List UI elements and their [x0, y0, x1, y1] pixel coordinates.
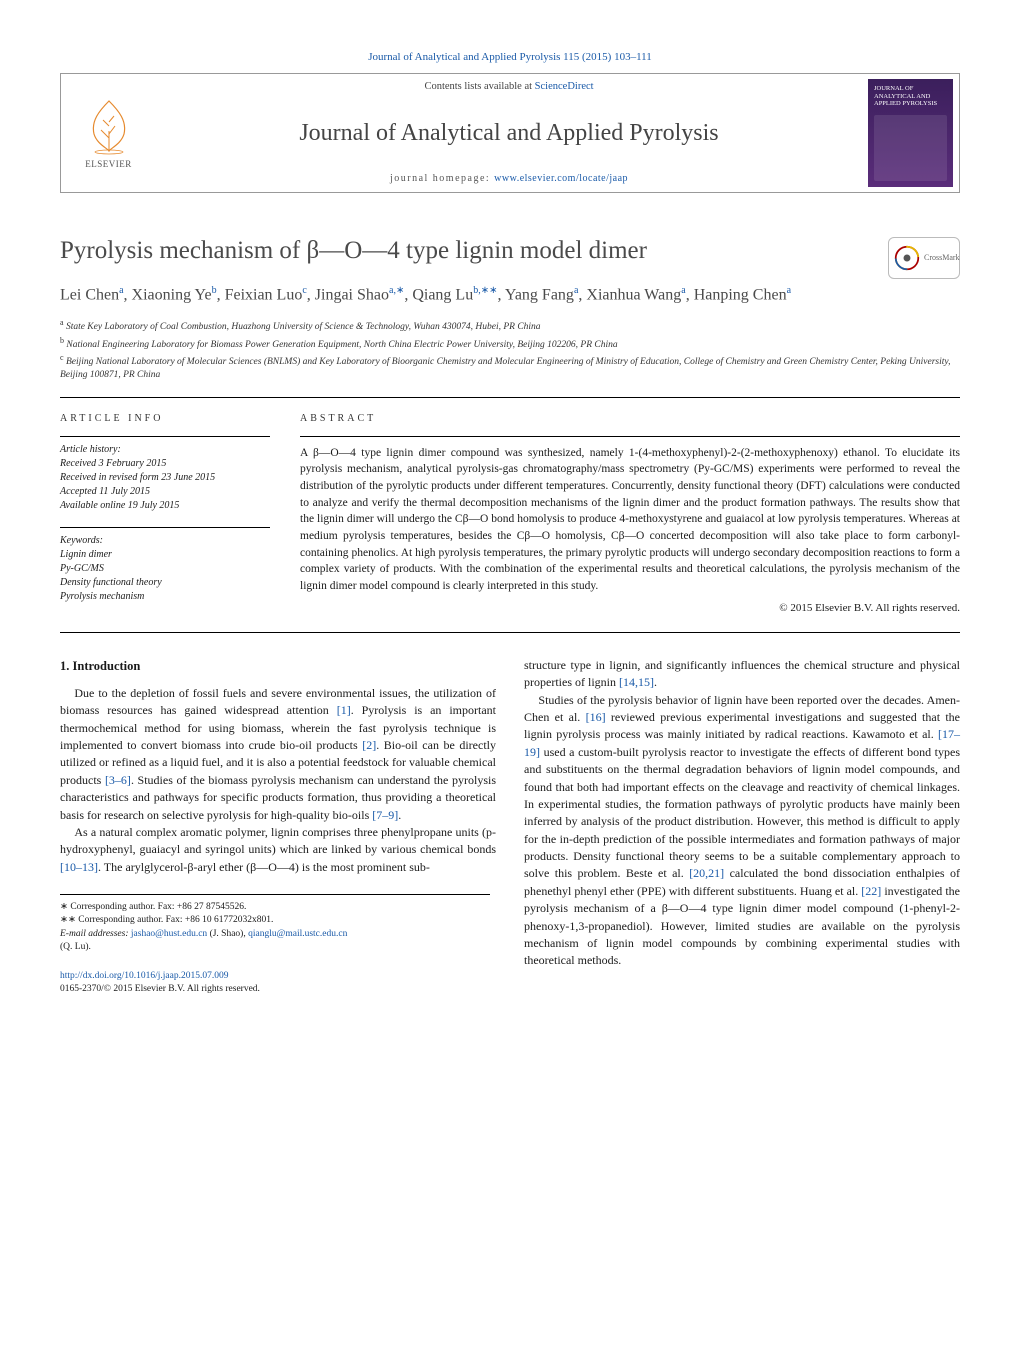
- email-who-1: (J. Shao),: [207, 929, 248, 939]
- paragraph-3: structure type in lignin, and significan…: [524, 657, 960, 692]
- paragraph-4: Studies of the pyrolysis behavior of lig…: [524, 692, 960, 970]
- affiliations: a State Key Laboratory of Coal Combustio…: [60, 317, 960, 383]
- contents-prefix: Contents lists available at: [424, 81, 534, 92]
- article-info-column: ARTICLE INFO Article history: Received 3…: [60, 412, 270, 618]
- email-link-1[interactable]: jashao@hust.edu.cn: [131, 929, 207, 939]
- history-label: Article history:: [60, 443, 270, 457]
- page-container: Journal of Analytical and Applied Pyroly…: [0, 0, 1020, 1035]
- elsevier-logo: ELSEVIER: [61, 74, 156, 192]
- info-rule: [60, 436, 270, 437]
- elsevier-name: ELSEVIER: [85, 158, 132, 171]
- doi-link[interactable]: http://dx.doi.org/10.1016/j.jaap.2015.07…: [60, 971, 228, 981]
- homepage-link[interactable]: www.elsevier.com/locate/jaap: [494, 173, 628, 184]
- top-citation: Journal of Analytical and Applied Pyroly…: [60, 50, 960, 65]
- homepage-prefix: journal homepage:: [390, 173, 494, 184]
- article-history: Article history: Received 3 February 201…: [60, 443, 270, 513]
- header-center: Contents lists available at ScienceDirec…: [156, 74, 862, 192]
- body-text: 1. Introduction Due to the depletion of …: [60, 657, 960, 995]
- history-line: Received in revised form 23 June 2015: [60, 471, 270, 485]
- journal-header: ELSEVIER Contents lists available at Sci…: [60, 73, 960, 193]
- crossmark-label: CrossMark: [924, 254, 960, 262]
- email-line: E-mail addresses: jashao@hust.edu.cn (J.…: [60, 928, 490, 955]
- history-line: Accepted 11 July 2015: [60, 485, 270, 499]
- corr-author-1: ∗ Corresponding author. Fax: +86 27 8754…: [60, 901, 490, 914]
- history-line: Received 3 February 2015: [60, 457, 270, 471]
- footnotes: ∗ Corresponding author. Fax: +86 27 8754…: [60, 894, 490, 954]
- journal-name: Journal of Analytical and Applied Pyroly…: [166, 117, 852, 151]
- sciencedirect-link[interactable]: ScienceDirect: [535, 81, 594, 92]
- elsevier-tree-icon: [79, 96, 139, 156]
- article-info-header: ARTICLE INFO: [60, 412, 270, 426]
- journal-cover: Journal of Analytical and Applied Pyroly…: [868, 79, 953, 187]
- crossmark-icon: [894, 245, 920, 271]
- email-label: E-mail addresses:: [60, 929, 131, 939]
- abstract-column: ABSTRACT A β—O—4 type lignin dimer compo…: [300, 412, 960, 618]
- keywords-label: Keywords:: [60, 534, 270, 548]
- abstract-rule: [300, 436, 960, 437]
- keywords-rule: [60, 527, 270, 528]
- intro-heading: 1. Introduction: [60, 657, 496, 675]
- crossmark-badge[interactable]: CrossMark: [888, 237, 960, 279]
- keyword: Py-GC/MS: [60, 562, 270, 576]
- issn-line: 0165-2370/© 2015 Elsevier B.V. All right…: [60, 984, 260, 994]
- abstract-header: ABSTRACT: [300, 412, 960, 426]
- keywords-block: Keywords: Lignin dimerPy-GC/MSDensity fu…: [60, 534, 270, 604]
- article-title: Pyrolysis mechanism of β—O—4 type lignin…: [60, 233, 960, 268]
- rule-top: [60, 397, 960, 398]
- corr-author-2: ∗∗ Corresponding author. Fax: +86 10 617…: [60, 914, 490, 927]
- info-abstract-row: ARTICLE INFO Article history: Received 3…: [60, 412, 960, 618]
- homepage-line: journal homepage: www.elsevier.com/locat…: [166, 172, 852, 186]
- footnote-block: ∗ Corresponding author. Fax: +86 27 8754…: [60, 894, 496, 995]
- keyword: Lignin dimer: [60, 548, 270, 562]
- contents-line: Contents lists available at ScienceDirec…: [166, 80, 852, 95]
- email-who-2: (Q. Lu).: [60, 942, 91, 952]
- paragraph-2: As a natural complex aromatic polymer, l…: [60, 824, 496, 876]
- paragraph-1: Due to the depletion of fossil fuels and…: [60, 685, 496, 824]
- rule-bottom: [60, 632, 960, 633]
- authors: Lei Chena, Xiaoning Yeb, Feixian Luoc, J…: [60, 284, 960, 307]
- abstract-text: A β—O—4 type lignin dimer compound was s…: [300, 445, 960, 595]
- abstract-copyright: © 2015 Elsevier B.V. All rights reserved…: [300, 601, 960, 616]
- doi-block: http://dx.doi.org/10.1016/j.jaap.2015.07…: [60, 970, 496, 995]
- keyword: Density functional theory: [60, 576, 270, 590]
- keyword: Pyrolysis mechanism: [60, 590, 270, 604]
- cover-title: Journal of Analytical and Applied Pyroly…: [874, 85, 947, 106]
- history-line: Available online 19 July 2015: [60, 499, 270, 513]
- cover-image-placeholder: [874, 115, 947, 182]
- email-link-2[interactable]: qianglu@mail.ustc.edu.cn: [248, 929, 347, 939]
